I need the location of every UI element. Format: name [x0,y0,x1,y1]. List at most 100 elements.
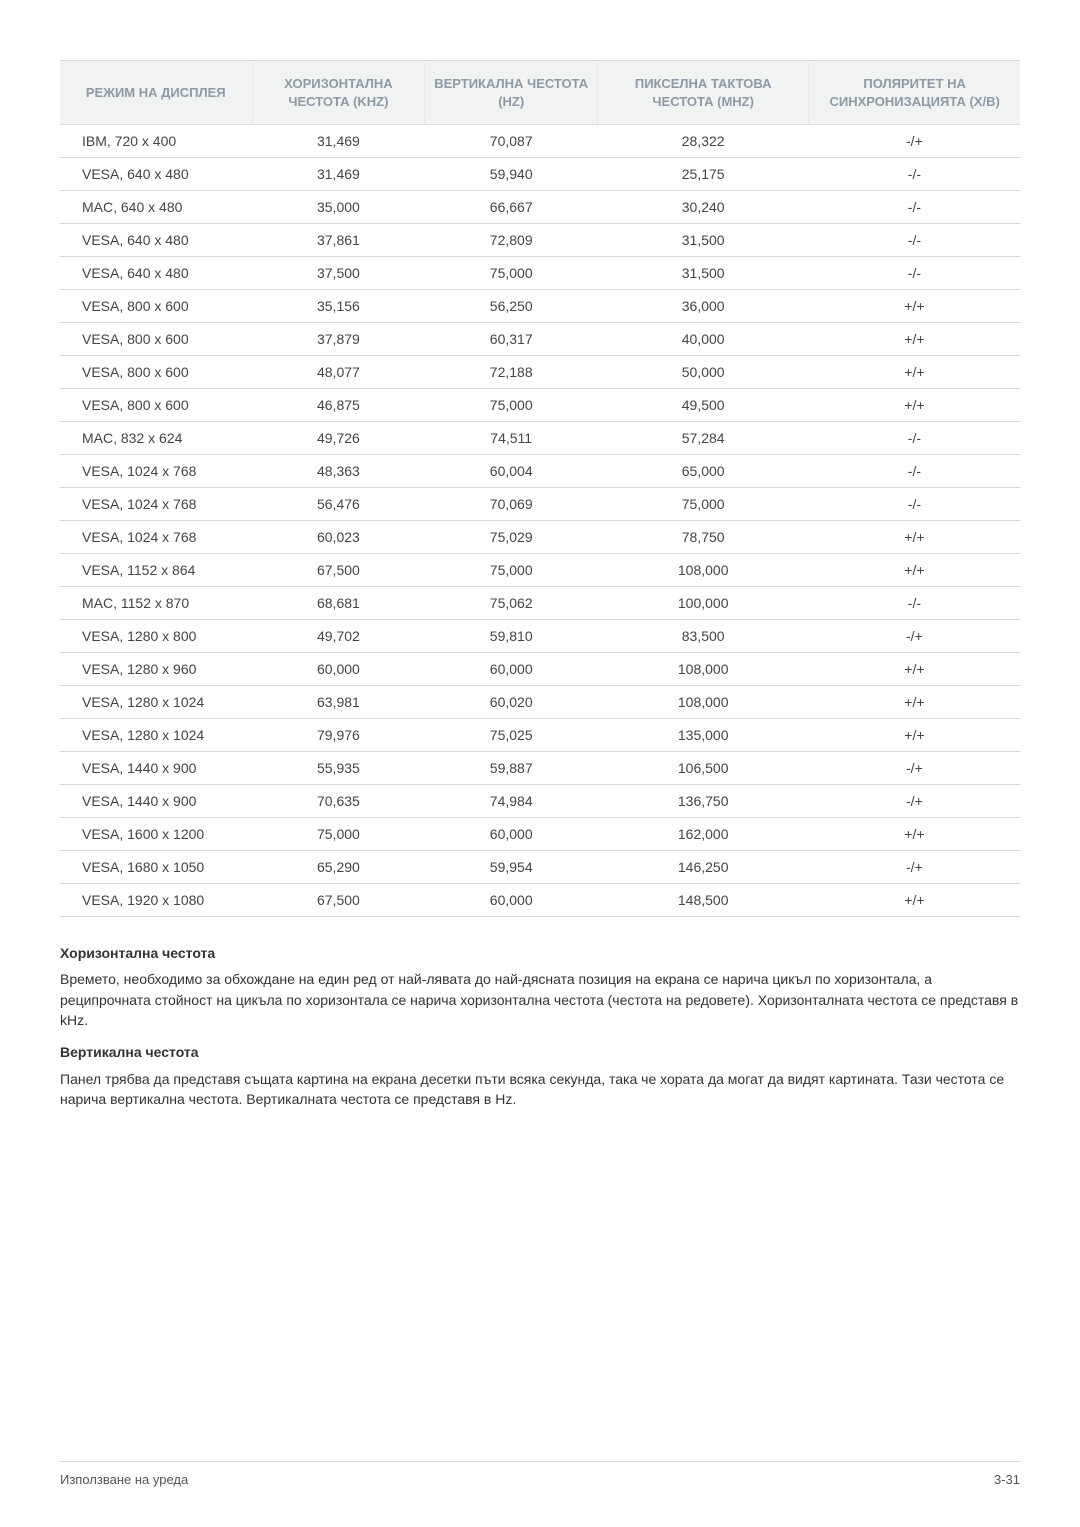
table-cell: -/+ [809,785,1020,818]
col-header-1: ХОРИЗОНТАЛНА ЧЕСТОТА (KHZ) [252,61,425,125]
table-cell: 60,023 [252,521,425,554]
footer-right: 3-31 [994,1472,1020,1487]
table-row: VESA, 640 x 48037,86172,80931,500-/- [60,224,1020,257]
table-cell: 60,317 [425,323,598,356]
display-modes-table: РЕЖИМ НА ДИСПЛЕЯХОРИЗОНТАЛНА ЧЕСТОТА (KH… [60,60,1020,917]
table-cell: 55,935 [252,752,425,785]
table-cell: -/+ [809,125,1020,158]
table-cell: 75,000 [598,488,809,521]
table-row: IBM, 720 x 40031,46970,08728,322-/+ [60,125,1020,158]
table-row: MAC, 640 x 48035,00066,66730,240-/- [60,191,1020,224]
table-cell: 31,469 [252,158,425,191]
table-cell: -/+ [809,752,1020,785]
col-header-2: ВЕРТИКАЛНА ЧЕСТОТА (HZ) [425,61,598,125]
table-cell: +/+ [809,818,1020,851]
table-cell: 60,000 [425,884,598,917]
table-cell: 135,000 [598,719,809,752]
col-header-3: ПИКСЕЛНА ТАКТОВА ЧЕСТОТА (MHZ) [598,61,809,125]
table-cell: 75,029 [425,521,598,554]
table-row: VESA, 1280 x 80049,70259,81083,500-/+ [60,620,1020,653]
table-cell: 49,726 [252,422,425,455]
table-cell: 60,004 [425,455,598,488]
table-cell: VESA, 1440 x 900 [60,752,252,785]
table-cell: VESA, 1920 x 1080 [60,884,252,917]
table-row: VESA, 800 x 60035,15656,25036,000+/+ [60,290,1020,323]
table-cell: 63,981 [252,686,425,719]
notes-section: Хоризонтална честота Времето, необходимо… [60,943,1020,1109]
table-cell: -/- [809,257,1020,290]
table-cell: VESA, 1280 x 1024 [60,686,252,719]
table-cell: VESA, 1024 x 768 [60,521,252,554]
table-cell: 67,500 [252,884,425,917]
table-row: VESA, 1680 x 105065,29059,954146,250-/+ [60,851,1020,884]
table-cell: VESA, 1280 x 1024 [60,719,252,752]
table-cell: +/+ [809,521,1020,554]
table-row: VESA, 1440 x 90070,63574,984136,750-/+ [60,785,1020,818]
table-cell: 59,810 [425,620,598,653]
table-cell: 31,500 [598,257,809,290]
table-cell: 56,250 [425,290,598,323]
table-cell: 108,000 [598,554,809,587]
table-row: VESA, 1024 x 76848,36360,00465,000-/- [60,455,1020,488]
table-cell: 66,667 [425,191,598,224]
table-cell: -/- [809,422,1020,455]
table-cell: VESA, 800 x 600 [60,356,252,389]
table-cell: 108,000 [598,653,809,686]
table-cell: +/+ [809,653,1020,686]
table-cell: 100,000 [598,587,809,620]
table-cell: 75,025 [425,719,598,752]
note-heading-horizontal: Хоризонтална честота [60,943,1020,963]
table-cell: +/+ [809,323,1020,356]
table-cell: VESA, 800 x 600 [60,290,252,323]
note-text-horizontal: Времето, необходимо за обхождане на един… [60,969,1020,1030]
table-cell: 136,750 [598,785,809,818]
table-cell: VESA, 1024 x 768 [60,488,252,521]
table-cell: 25,175 [598,158,809,191]
table-cell: VESA, 640 x 480 [60,224,252,257]
table-cell: VESA, 1024 x 768 [60,455,252,488]
table-cell: 162,000 [598,818,809,851]
table-row: VESA, 800 x 60037,87960,31740,000+/+ [60,323,1020,356]
page-footer: Използване на уреда 3-31 [60,1461,1020,1487]
table-cell: VESA, 1440 x 900 [60,785,252,818]
table-cell: VESA, 640 x 480 [60,257,252,290]
table-cell: 60,020 [425,686,598,719]
table-cell: -/- [809,488,1020,521]
table-cell: VESA, 800 x 600 [60,389,252,422]
table-cell: -/+ [809,620,1020,653]
col-header-4: ПОЛЯРИТЕТ НА СИНХРОНИЗАЦИЯТА (Х/В) [809,61,1020,125]
table-cell: +/+ [809,356,1020,389]
table-cell: 48,363 [252,455,425,488]
footer-left: Използване на уреда [60,1472,188,1487]
table-row: VESA, 1024 x 76856,47670,06975,000-/- [60,488,1020,521]
col-header-0: РЕЖИМ НА ДИСПЛЕЯ [60,61,252,125]
table-cell: 70,087 [425,125,598,158]
table-cell: 70,635 [252,785,425,818]
table-row: VESA, 640 x 48031,46959,94025,175-/- [60,158,1020,191]
table-cell: 70,069 [425,488,598,521]
table-cell: VESA, 1680 x 1050 [60,851,252,884]
table-cell: 75,000 [252,818,425,851]
table-cell: VESA, 1152 x 864 [60,554,252,587]
table-cell: 75,000 [425,554,598,587]
table-cell: 48,077 [252,356,425,389]
table-cell: MAC, 832 x 624 [60,422,252,455]
table-cell: 37,861 [252,224,425,257]
table-cell: 72,188 [425,356,598,389]
table-cell: -/- [809,158,1020,191]
table-cell: 68,681 [252,587,425,620]
table-cell: 46,875 [252,389,425,422]
table-cell: 146,250 [598,851,809,884]
table-cell: 75,000 [425,389,598,422]
table-cell: 56,476 [252,488,425,521]
table-cell: 59,954 [425,851,598,884]
table-header-row: РЕЖИМ НА ДИСПЛЕЯХОРИЗОНТАЛНА ЧЕСТОТА (KH… [60,61,1020,125]
note-text-vertical: Панел трябва да представя същата картина… [60,1069,1020,1110]
table-cell: 78,750 [598,521,809,554]
table-cell: 75,000 [425,257,598,290]
table-cell: +/+ [809,884,1020,917]
table-cell: 79,976 [252,719,425,752]
table-cell: 108,000 [598,686,809,719]
table-row: VESA, 1280 x 102479,97675,025135,000+/+ [60,719,1020,752]
table-cell: 65,000 [598,455,809,488]
